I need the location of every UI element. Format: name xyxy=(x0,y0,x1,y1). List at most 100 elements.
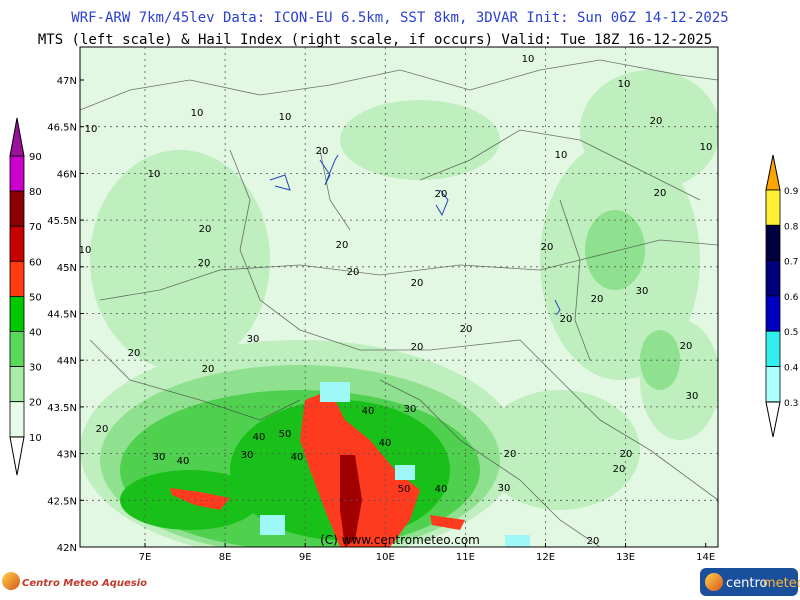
contour-label: 10 xyxy=(522,54,535,65)
scale-box xyxy=(765,189,781,226)
scale-box xyxy=(9,190,25,227)
contour-label: 40 xyxy=(379,438,392,449)
scale-label: 0.9 xyxy=(784,187,799,197)
lat-label: 42.5N xyxy=(47,496,77,507)
lon-label: 11E xyxy=(456,552,475,563)
contour-label: 10 xyxy=(148,169,161,180)
contour-label: 20 xyxy=(504,449,517,460)
left-color-scale: 90 80 70 60 50 40 30 20 10 xyxy=(9,117,42,476)
scale-label: 0.6 xyxy=(784,293,799,303)
logo-right-a: centro xyxy=(726,576,768,591)
contour-label: 30 xyxy=(636,286,649,297)
logo-left: Centro Meteo Aquesio xyxy=(2,572,147,590)
scale-box xyxy=(765,224,781,262)
scale-label: 30 xyxy=(29,363,42,374)
contour-label: 30 xyxy=(498,483,511,494)
scale-tip xyxy=(9,117,25,157)
scale-label: 20 xyxy=(29,398,42,409)
scale-label: 80 xyxy=(29,187,42,198)
contour-label: 20 xyxy=(96,424,109,435)
contour-label: 30 xyxy=(686,391,699,402)
contour-label: 20 xyxy=(336,240,349,251)
contour-label: 20 xyxy=(680,341,693,352)
contour-label: 20 xyxy=(613,464,626,475)
scale-box xyxy=(765,260,781,297)
lat-label: 46.5N xyxy=(47,123,77,134)
contour-label: 20 xyxy=(411,342,424,353)
contour-label: 30 xyxy=(153,452,166,463)
right-color-scale: 0.9 0.8 0.7 0.6 0.5 0.4 0.3 xyxy=(765,154,799,438)
contour-label: 30 xyxy=(247,334,260,345)
contour-label: 20 xyxy=(460,324,473,335)
map-field: 10 10 10 10 10 20 10 20 10 10 20 20 10 20 20 20 20 20 20 30… xyxy=(79,47,718,547)
contour-label: 20 xyxy=(620,449,633,460)
scale-label: 0.5 xyxy=(784,328,798,338)
contour-label: 10 xyxy=(79,245,92,256)
contour-label: 20 xyxy=(650,116,663,127)
contour-label: 20 xyxy=(202,364,215,375)
scale-label: 10 xyxy=(29,433,42,444)
contour-label: 20 xyxy=(128,348,141,359)
contour-label: 20 xyxy=(560,314,573,325)
lon-label: 8E xyxy=(219,552,232,563)
logo-right-b: meteo xyxy=(763,576,800,591)
contour-label: 50 xyxy=(279,429,292,440)
scale-tip xyxy=(9,436,25,476)
scale-label: 40 xyxy=(29,328,42,339)
lat-label: 47N xyxy=(57,76,77,87)
lon-label: 14E xyxy=(696,552,715,563)
logo-left-text: Centro Meteo Aquesio xyxy=(22,578,147,589)
contour-label: 20 xyxy=(316,146,329,157)
scale-box xyxy=(765,295,781,332)
contour-label: 40 xyxy=(362,406,375,417)
scale-label: 50 xyxy=(29,292,42,303)
logo-right: centro meteo xyxy=(700,568,800,596)
contour-label: 50 xyxy=(398,484,411,495)
lat-label: 43N xyxy=(57,450,77,461)
scale-tip xyxy=(765,154,781,191)
contour-label: 10 xyxy=(191,108,204,119)
contour-label: 10 xyxy=(279,112,292,123)
map-frame xyxy=(79,46,719,548)
contour-label: 20 xyxy=(654,188,667,199)
contour-label: 20 xyxy=(435,189,448,200)
contour-label: 20 xyxy=(591,294,604,305)
contour-label: 20 xyxy=(587,536,600,547)
contour-labels: 10 10 10 10 10 20 10 20 10 10 20 20 10 20 20 20 20 20 20 30… xyxy=(79,54,713,547)
lat-label: 42N xyxy=(57,543,77,554)
contour-label: 40 xyxy=(435,484,448,495)
contour-label: 30 xyxy=(241,450,254,461)
scale-box xyxy=(9,401,25,438)
contour-label: 30 xyxy=(404,404,417,415)
scale-tip xyxy=(765,401,781,438)
contour-label: 20 xyxy=(541,242,554,253)
lon-label: 13E xyxy=(616,552,635,563)
scale-label: 70 xyxy=(29,222,42,233)
lon-label: 10E xyxy=(376,552,395,563)
contour-label: 10 xyxy=(555,150,568,161)
contour-label: 40 xyxy=(253,432,266,443)
scale-label: 0.8 xyxy=(784,222,799,232)
lat-label: 45.5N xyxy=(47,216,77,227)
scale-label: 0.4 xyxy=(784,364,799,374)
contour-label: 10 xyxy=(700,142,713,153)
scale-box xyxy=(765,330,781,367)
watermark: (C) www.centrometeo.com xyxy=(320,533,480,547)
scale-box xyxy=(9,225,25,262)
lat-label: 46N xyxy=(57,169,77,180)
contour-label: 20 xyxy=(347,267,360,278)
scale-label: 0.3 xyxy=(784,399,798,409)
contour-label: 20 xyxy=(198,258,211,269)
contour-label: 10 xyxy=(85,124,98,135)
scale-box xyxy=(765,366,781,403)
lon-label: 12E xyxy=(536,552,555,563)
contour-label: 20 xyxy=(199,224,212,235)
lat-label: 44.5N xyxy=(47,310,77,321)
lon-label: 7E xyxy=(139,552,152,563)
contour-label: 40 xyxy=(291,452,304,463)
graticule xyxy=(80,47,718,547)
lon-label: 9E xyxy=(299,552,312,563)
scale-box xyxy=(9,155,25,192)
lat-label: 45N xyxy=(57,263,77,274)
